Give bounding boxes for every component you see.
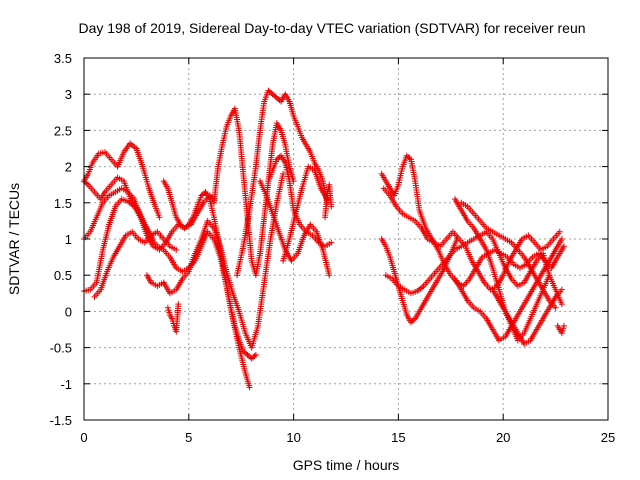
x-tick-label: 5 <box>185 430 192 445</box>
grid <box>84 58 608 420</box>
data-point <box>454 236 461 242</box>
data-point <box>406 155 413 162</box>
data-point <box>156 214 163 221</box>
data-point <box>173 246 180 253</box>
series-track-9 <box>234 87 331 279</box>
series-track-6 <box>160 178 259 362</box>
series-track-19 <box>458 199 559 311</box>
data-point <box>556 228 563 235</box>
y-tick-label: 2 <box>65 160 72 175</box>
series-track-18 <box>451 236 565 344</box>
series-track-12 <box>257 178 333 279</box>
x-tick-label: 0 <box>80 430 87 445</box>
x-axis-label: GPS time / hours <box>293 457 400 473</box>
series-track-22 <box>164 301 182 335</box>
axis-ticks: 0 5 10 15 20 25 -1.5 -1 -0.5 0 0.5 1 1.5 2 2.5 3 3.5 <box>50 51 616 445</box>
data-point <box>558 286 565 293</box>
series-track-13 <box>378 152 567 290</box>
data-point <box>326 272 333 279</box>
series-track-10 <box>265 152 335 250</box>
x-tick-label: 20 <box>496 430 510 445</box>
data-point <box>251 353 258 360</box>
data-point <box>410 316 417 323</box>
series-track-23 <box>322 181 335 221</box>
y-axis-label: SDTVAR / TECUs <box>6 183 22 295</box>
y-tick-label: 0.5 <box>54 268 72 283</box>
y-tick-label: 3 <box>65 87 72 102</box>
y-tick-label: 3.5 <box>54 51 72 66</box>
series-track-4 <box>91 228 180 300</box>
data-point <box>558 236 565 242</box>
y-tick-label: 2.5 <box>54 123 72 138</box>
x-tick-label: 25 <box>601 430 615 445</box>
x-tick-label: 10 <box>286 430 300 445</box>
data-point <box>328 203 335 210</box>
data-point <box>552 304 559 311</box>
data-point <box>558 301 565 308</box>
data-points <box>81 87 567 391</box>
data-point <box>560 243 567 250</box>
data-point <box>328 239 335 246</box>
series-track-20 <box>489 286 565 347</box>
data-point <box>175 301 182 308</box>
y-tick-label: -1 <box>60 377 72 392</box>
y-tick-label: 0 <box>65 304 72 319</box>
series-track-21 <box>554 322 567 337</box>
data-point <box>546 272 553 279</box>
y-tick-label: 1 <box>65 232 72 247</box>
series-track-8 <box>210 105 297 279</box>
y-tick-label: -1.5 <box>50 413 72 428</box>
series-track-2 <box>81 140 163 221</box>
data-point <box>252 351 259 358</box>
series-track-17 <box>451 196 553 344</box>
chart-title: Day 198 of 2019, Sidereal Day-to-day VTE… <box>78 20 585 36</box>
y-tick-label: -0.5 <box>50 341 72 356</box>
series-track-7 <box>143 170 287 351</box>
data-point <box>246 384 253 391</box>
data-point <box>184 222 191 229</box>
series-track-11 <box>280 163 331 264</box>
y-tick-label: 1.5 <box>54 196 72 211</box>
data-point <box>560 322 567 329</box>
series-track-16 <box>378 236 461 326</box>
x-tick-label: 15 <box>391 430 405 445</box>
